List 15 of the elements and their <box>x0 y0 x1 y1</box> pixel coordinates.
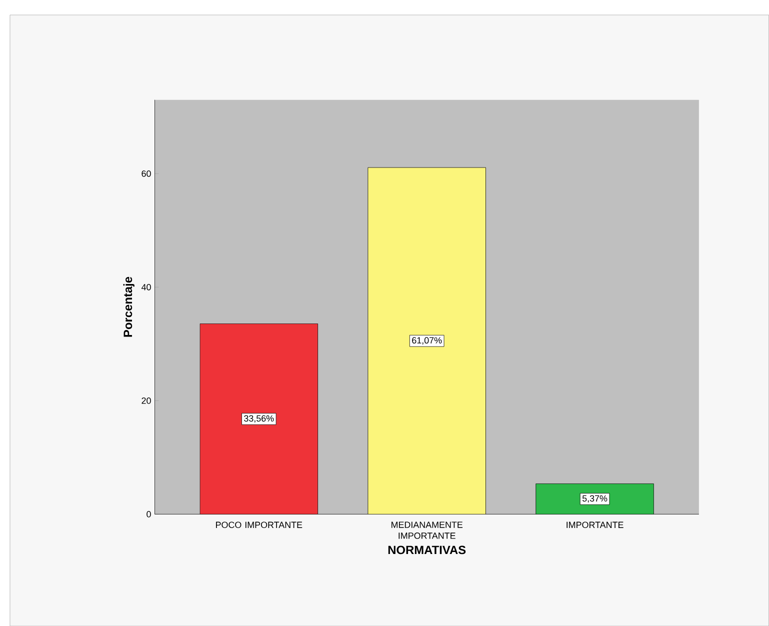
y-tick-label: 40 <box>141 284 151 290</box>
data-label: 61,07% <box>412 337 442 344</box>
bar <box>368 167 486 514</box>
x-tick-label: IMPORTANTE <box>566 522 624 528</box>
data-label: 5,37% <box>582 495 608 503</box>
x-axis-title: NORMATIVAS <box>388 546 466 554</box>
bar <box>536 483 654 514</box>
y-tick-label: 60 <box>142 170 151 177</box>
x-tick-label: POCO IMPORTANTE <box>216 522 302 528</box>
y-axis-title: Porcentaje <box>123 276 134 337</box>
data-label: 33,56% <box>244 415 274 423</box>
bar <box>200 323 318 514</box>
y-tick-label: 20 <box>142 397 151 404</box>
x-tick-label: MEDIANAMENTE IMPORTANTE <box>392 522 463 539</box>
y-tick-label: 0 <box>146 510 151 518</box>
